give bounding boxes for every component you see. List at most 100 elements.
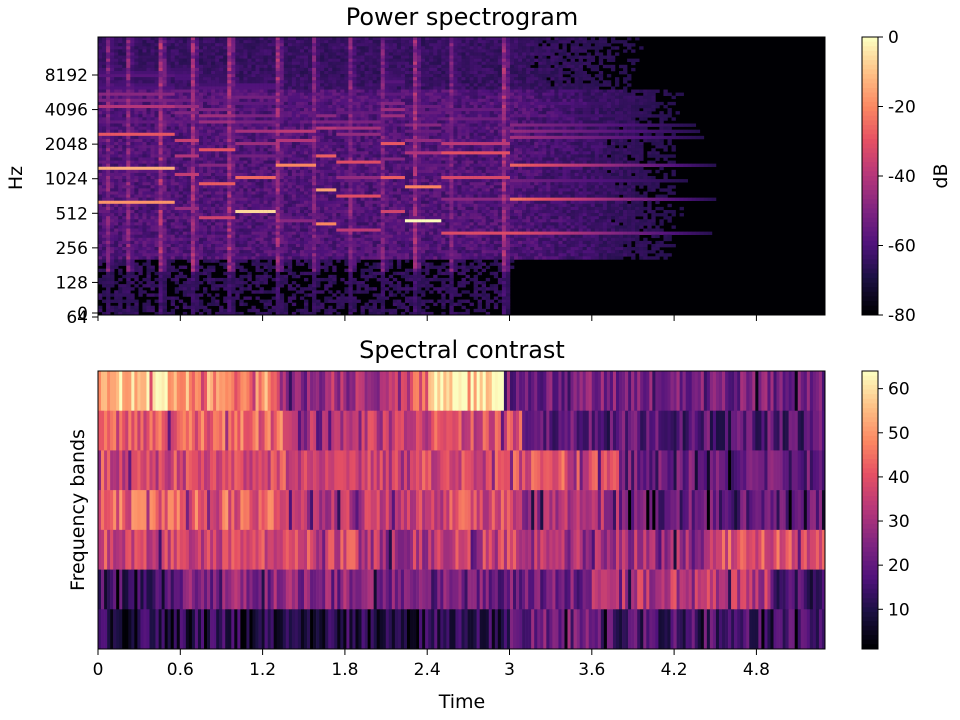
- spectrogram-cell: [227, 120, 232, 124]
- spectrogram-cell: [150, 145, 155, 149]
- spectrogram-cell: [231, 200, 236, 205]
- spectrogram-cell: [174, 40, 180, 44]
- spectrogram-cell: [207, 61, 212, 66]
- spectrogram-cell: [235, 142, 240, 146]
- spectrogram-cell: [243, 222, 248, 226]
- spectrogram-cell: [219, 222, 224, 226]
- spectrogram-cell: [178, 194, 184, 198]
- spectrogram-cell: [219, 74, 224, 78]
- spectrogram-cell: [223, 185, 228, 189]
- spectrogram-cell: [126, 250, 131, 254]
- spectrogram-cell: [287, 265, 293, 269]
- spectrogram-cell: [227, 277, 232, 282]
- spectrogram-cell: [122, 151, 127, 155]
- spectrogram-cell: [166, 250, 171, 254]
- spectrogram-cell: [207, 40, 212, 44]
- spectrogram-cell: [154, 284, 159, 288]
- spectrogram-cell: [130, 206, 135, 211]
- spectrogram-cell: [211, 188, 216, 192]
- spectrogram-cell: [287, 185, 293, 189]
- spectrogram-cell: [324, 262, 329, 266]
- spectrogram-cell: [146, 132, 151, 137]
- spectrogram-cell: [227, 145, 232, 149]
- spectrogram-cell: [186, 250, 192, 254]
- spectrogram-cell: [102, 234, 107, 239]
- spectrogram-cell: [198, 74, 204, 78]
- spectrogram-cell: [215, 163, 220, 168]
- spectrogram-cell: [126, 287, 131, 291]
- spectrogram-cell: [283, 250, 289, 254]
- spectrogram-cell: [279, 120, 285, 124]
- spectrogram-cell: [243, 145, 248, 149]
- spectrogram-cell: [259, 67, 264, 72]
- spectrogram-cell: [215, 108, 220, 112]
- spectrogram-cell: [267, 40, 272, 44]
- spectrogram-cell: [312, 89, 317, 93]
- spectrogram-cell: [299, 209, 305, 214]
- spectrogram-cell: [134, 89, 139, 93]
- spectrogram-cell: [320, 206, 325, 211]
- spectrogram-cell: [255, 213, 260, 217]
- spectrogram-cell: [251, 305, 256, 310]
- spectrogram-cell: [299, 111, 305, 115]
- spectrogram-cell: [291, 250, 297, 254]
- spectrogram-cell: [324, 151, 329, 155]
- spectrogram-cell: [271, 179, 277, 183]
- spectrogram-cell: [190, 70, 196, 75]
- spectrogram-cell: [190, 182, 196, 186]
- spectrogram-cell: [174, 142, 180, 146]
- spectrogram-cell: [219, 86, 224, 90]
- spectrogram-cell: [166, 206, 171, 211]
- spectrogram-cell: [150, 237, 155, 242]
- spectrogram-cell: [303, 213, 309, 217]
- spectrogram-cell: [227, 311, 232, 316]
- spectrogram-cell: [215, 120, 220, 124]
- spectrogram-cell: [207, 237, 212, 242]
- spectrogram-cell: [170, 219, 176, 223]
- spectrogram-cell: [283, 120, 289, 124]
- spectrogram-cell: [243, 250, 248, 254]
- spectrogram-cell: [303, 209, 309, 214]
- spectrogram-cell: [267, 83, 272, 87]
- spectrogram-cell: [336, 234, 341, 239]
- spectrogram-cell: [316, 206, 321, 211]
- spectrogram-cell: [154, 101, 159, 106]
- spectrogram-cell: [243, 281, 248, 285]
- spectrogram-cell: [251, 92, 256, 96]
- spectrogram-cell: [263, 92, 268, 96]
- spectrogram-cell: [299, 135, 305, 140]
- spectrogram-cell: [118, 240, 123, 245]
- spectrogram-cell: [312, 293, 317, 297]
- spectrogram-cell: [98, 268, 103, 273]
- spectrogram-cell: [303, 305, 309, 310]
- spectrogram-cell: [146, 271, 151, 276]
- spectrogram-cell: [263, 40, 268, 44]
- spectrogram-cell: [142, 89, 147, 93]
- spectrogram-cell: [291, 219, 297, 223]
- spectrogram-cell: [291, 67, 297, 72]
- spectrogram-cell: [308, 243, 313, 248]
- spectrogram-cell: [162, 46, 167, 50]
- spectrogram-cell: [283, 74, 289, 78]
- spectrogram-cell: [106, 58, 111, 63]
- spectrogram-cell: [283, 49, 289, 53]
- spectrogram-cell: [336, 296, 341, 300]
- spectrogram-cell: [146, 185, 151, 189]
- spectrogram-cell: [287, 40, 293, 44]
- spectrogram-cell: [287, 55, 293, 59]
- spectrogram-cell: [203, 111, 208, 115]
- spectrogram-cell: [122, 55, 127, 59]
- spectrogram-cell: [255, 209, 260, 214]
- spectrogram-cell: [287, 58, 293, 63]
- spectrogram-cell: [170, 49, 176, 53]
- spectrogram-cell: [118, 169, 123, 174]
- spectrogram-cell: [320, 74, 325, 78]
- spectrogram-cell: [215, 287, 220, 291]
- spectrogram-cell: [142, 64, 147, 69]
- spectrogram-cell: [106, 86, 111, 90]
- spectrogram-cell: [102, 138, 107, 143]
- spectrogram-cell: [170, 259, 176, 263]
- spectrogram-cell: [122, 138, 127, 143]
- spectrogram-cell: [102, 74, 107, 78]
- spectrogram-cell: [308, 222, 313, 226]
